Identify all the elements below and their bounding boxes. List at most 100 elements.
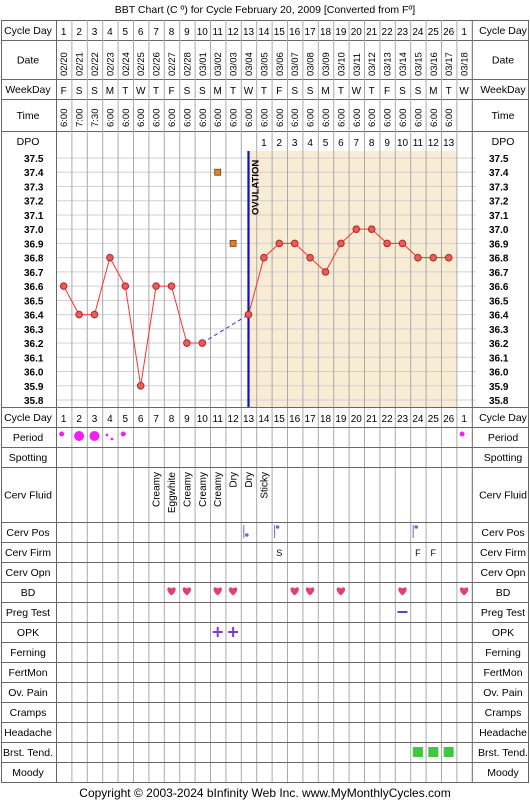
weekday-label: F bbox=[61, 86, 67, 97]
date-label: 03/09 bbox=[321, 52, 332, 76]
intercourse-heart-icon bbox=[290, 587, 299, 596]
period-marker-light bbox=[59, 431, 65, 437]
row-label-cramps-right: Cramps bbox=[485, 707, 522, 719]
weekday-label: M bbox=[214, 86, 222, 97]
date-label: 02/20 bbox=[59, 52, 70, 76]
temperature-line bbox=[63, 256, 203, 386]
y-tick-label: 36.8 bbox=[24, 254, 44, 265]
date-label: 03/18 bbox=[460, 52, 471, 76]
time-label: 6:00 bbox=[105, 109, 116, 127]
dpo-number: 6 bbox=[338, 138, 344, 149]
period-marker-light bbox=[120, 431, 126, 437]
cycle-day-number-bottom: 25 bbox=[428, 414, 440, 425]
weekday-label: M bbox=[106, 86, 114, 97]
cycle-day-number: 23 bbox=[397, 27, 409, 38]
date-label: 03/04 bbox=[244, 52, 255, 76]
row-label-cerv_pos-right: Cerv Pos bbox=[481, 527, 524, 539]
temperature-point bbox=[106, 253, 114, 262]
cycle-day-number-bottom: 20 bbox=[351, 414, 363, 425]
cycle-day-number-bottom: 15 bbox=[274, 414, 286, 425]
temperature-point bbox=[152, 282, 160, 290]
cycle-day-number: 2 bbox=[76, 27, 82, 38]
cerv-fluid-label: Creamy bbox=[152, 472, 163, 507]
row-label-period-right: Period bbox=[488, 432, 519, 444]
date-label: 03/03 bbox=[229, 52, 240, 76]
dpo-number: 13 bbox=[443, 138, 455, 149]
cycle-day-number: 9 bbox=[184, 27, 190, 38]
time-label: 6:00 bbox=[152, 109, 163, 128]
temperature-point bbox=[352, 225, 361, 233]
cycle-day-number-bottom: 11 bbox=[213, 414, 224, 425]
copyright-footer: Copyright © 2003-2024 bInfinity Web Inc.… bbox=[79, 786, 450, 800]
cycle-day-number: 3 bbox=[92, 27, 98, 38]
cycle-day-number: 24 bbox=[412, 27, 424, 38]
cycle-day-number-bottom: 4 bbox=[107, 414, 113, 425]
weekday-label: F bbox=[276, 86, 282, 97]
y-tick-label: 37.0 bbox=[24, 225, 44, 236]
cycle-day-number-bottom: 8 bbox=[169, 414, 175, 425]
row-label-cerv_pos: Cerv Pos bbox=[6, 527, 49, 539]
y-tick-label: 35.8 bbox=[24, 396, 44, 407]
y-tick-label-right: 37.2 bbox=[489, 197, 509, 208]
cycle-day-number-bottom: 2 bbox=[76, 414, 82, 425]
y-tick-label: 37.3 bbox=[24, 182, 44, 193]
cycle-day-number-bottom: 26 bbox=[443, 414, 455, 425]
cycle-day-number-bottom: 7 bbox=[153, 414, 159, 425]
weekday-label: T bbox=[122, 86, 128, 97]
date-label: 03/08 bbox=[306, 52, 317, 76]
y-tick-label: 37.4 bbox=[24, 168, 44, 179]
date-label: 03/15 bbox=[413, 52, 424, 76]
y-tick-label: 37.2 bbox=[24, 197, 44, 208]
cycle-day-number: 10 bbox=[197, 27, 209, 38]
date-label: 03/13 bbox=[383, 52, 394, 76]
date-label: 02/26 bbox=[152, 52, 163, 76]
y-tick-label: 36.2 bbox=[24, 339, 44, 350]
date-label: 02/21 bbox=[75, 52, 86, 76]
time-label: 6:00 bbox=[259, 109, 270, 128]
period-marker-heavy bbox=[89, 431, 100, 441]
weekday-label: S bbox=[399, 86, 406, 97]
weekday-label: T bbox=[261, 86, 267, 97]
cerv-firm-label: F bbox=[431, 548, 437, 558]
row-label-cerv_fluid: Cerv Fluid bbox=[4, 490, 52, 502]
date-label: 02/25 bbox=[136, 52, 147, 76]
y-tick-label: 37.1 bbox=[24, 211, 44, 222]
cycle-day-number-bottom: 22 bbox=[382, 414, 394, 425]
date-label: 02/28 bbox=[182, 52, 193, 76]
row-label-date-right: Date bbox=[492, 55, 514, 67]
dpo-number: 3 bbox=[292, 138, 298, 149]
time-label: 6:00 bbox=[367, 109, 378, 128]
temperature-point bbox=[414, 253, 422, 262]
cerv-fluid-label: Creamy bbox=[198, 472, 209, 507]
time-label: 6:00 bbox=[121, 109, 132, 128]
date-label: 03/06 bbox=[275, 52, 286, 76]
y-tick-label-right: 36.2 bbox=[489, 339, 509, 350]
row-label-spotting: Spotting bbox=[9, 452, 48, 464]
row-label-fertmon-right: FertMon bbox=[483, 667, 522, 679]
time-label: 6:00 bbox=[290, 109, 301, 128]
cycle-day-number-bottom: 18 bbox=[320, 414, 332, 425]
cycle-day-number: 7 bbox=[153, 27, 159, 38]
dpo-number: 11 bbox=[413, 138, 424, 149]
temperature-point bbox=[306, 253, 314, 262]
row-label-weekday: WeekDay bbox=[5, 84, 51, 96]
row-label-ferning-right: Ferning bbox=[485, 647, 521, 659]
cycle-day-number-bottom: 12 bbox=[228, 414, 240, 425]
cycle-day-number: 18 bbox=[320, 27, 332, 38]
row-label-preg_test: Preg Test bbox=[6, 607, 50, 619]
row-label-cerv_firm-right: Cerv Firm bbox=[480, 547, 526, 559]
y-tick-label: 36.9 bbox=[24, 239, 44, 250]
cerv-firm-label: S bbox=[276, 548, 282, 558]
temperature-point bbox=[136, 381, 145, 390]
row-label-moody-right: Moody bbox=[487, 767, 519, 779]
y-tick-label-right: 36.9 bbox=[489, 239, 509, 250]
y-tick-label-right: 36.0 bbox=[489, 368, 509, 379]
weekday-label: T bbox=[369, 86, 375, 97]
y-tick-label-right: 36.4 bbox=[489, 311, 509, 322]
temperature-point bbox=[198, 339, 207, 347]
temperature-point bbox=[183, 339, 191, 347]
period-marker-spot bbox=[110, 437, 114, 441]
cycle-day-number: 21 bbox=[366, 27, 378, 38]
intercourse-heart-icon bbox=[398, 587, 407, 596]
